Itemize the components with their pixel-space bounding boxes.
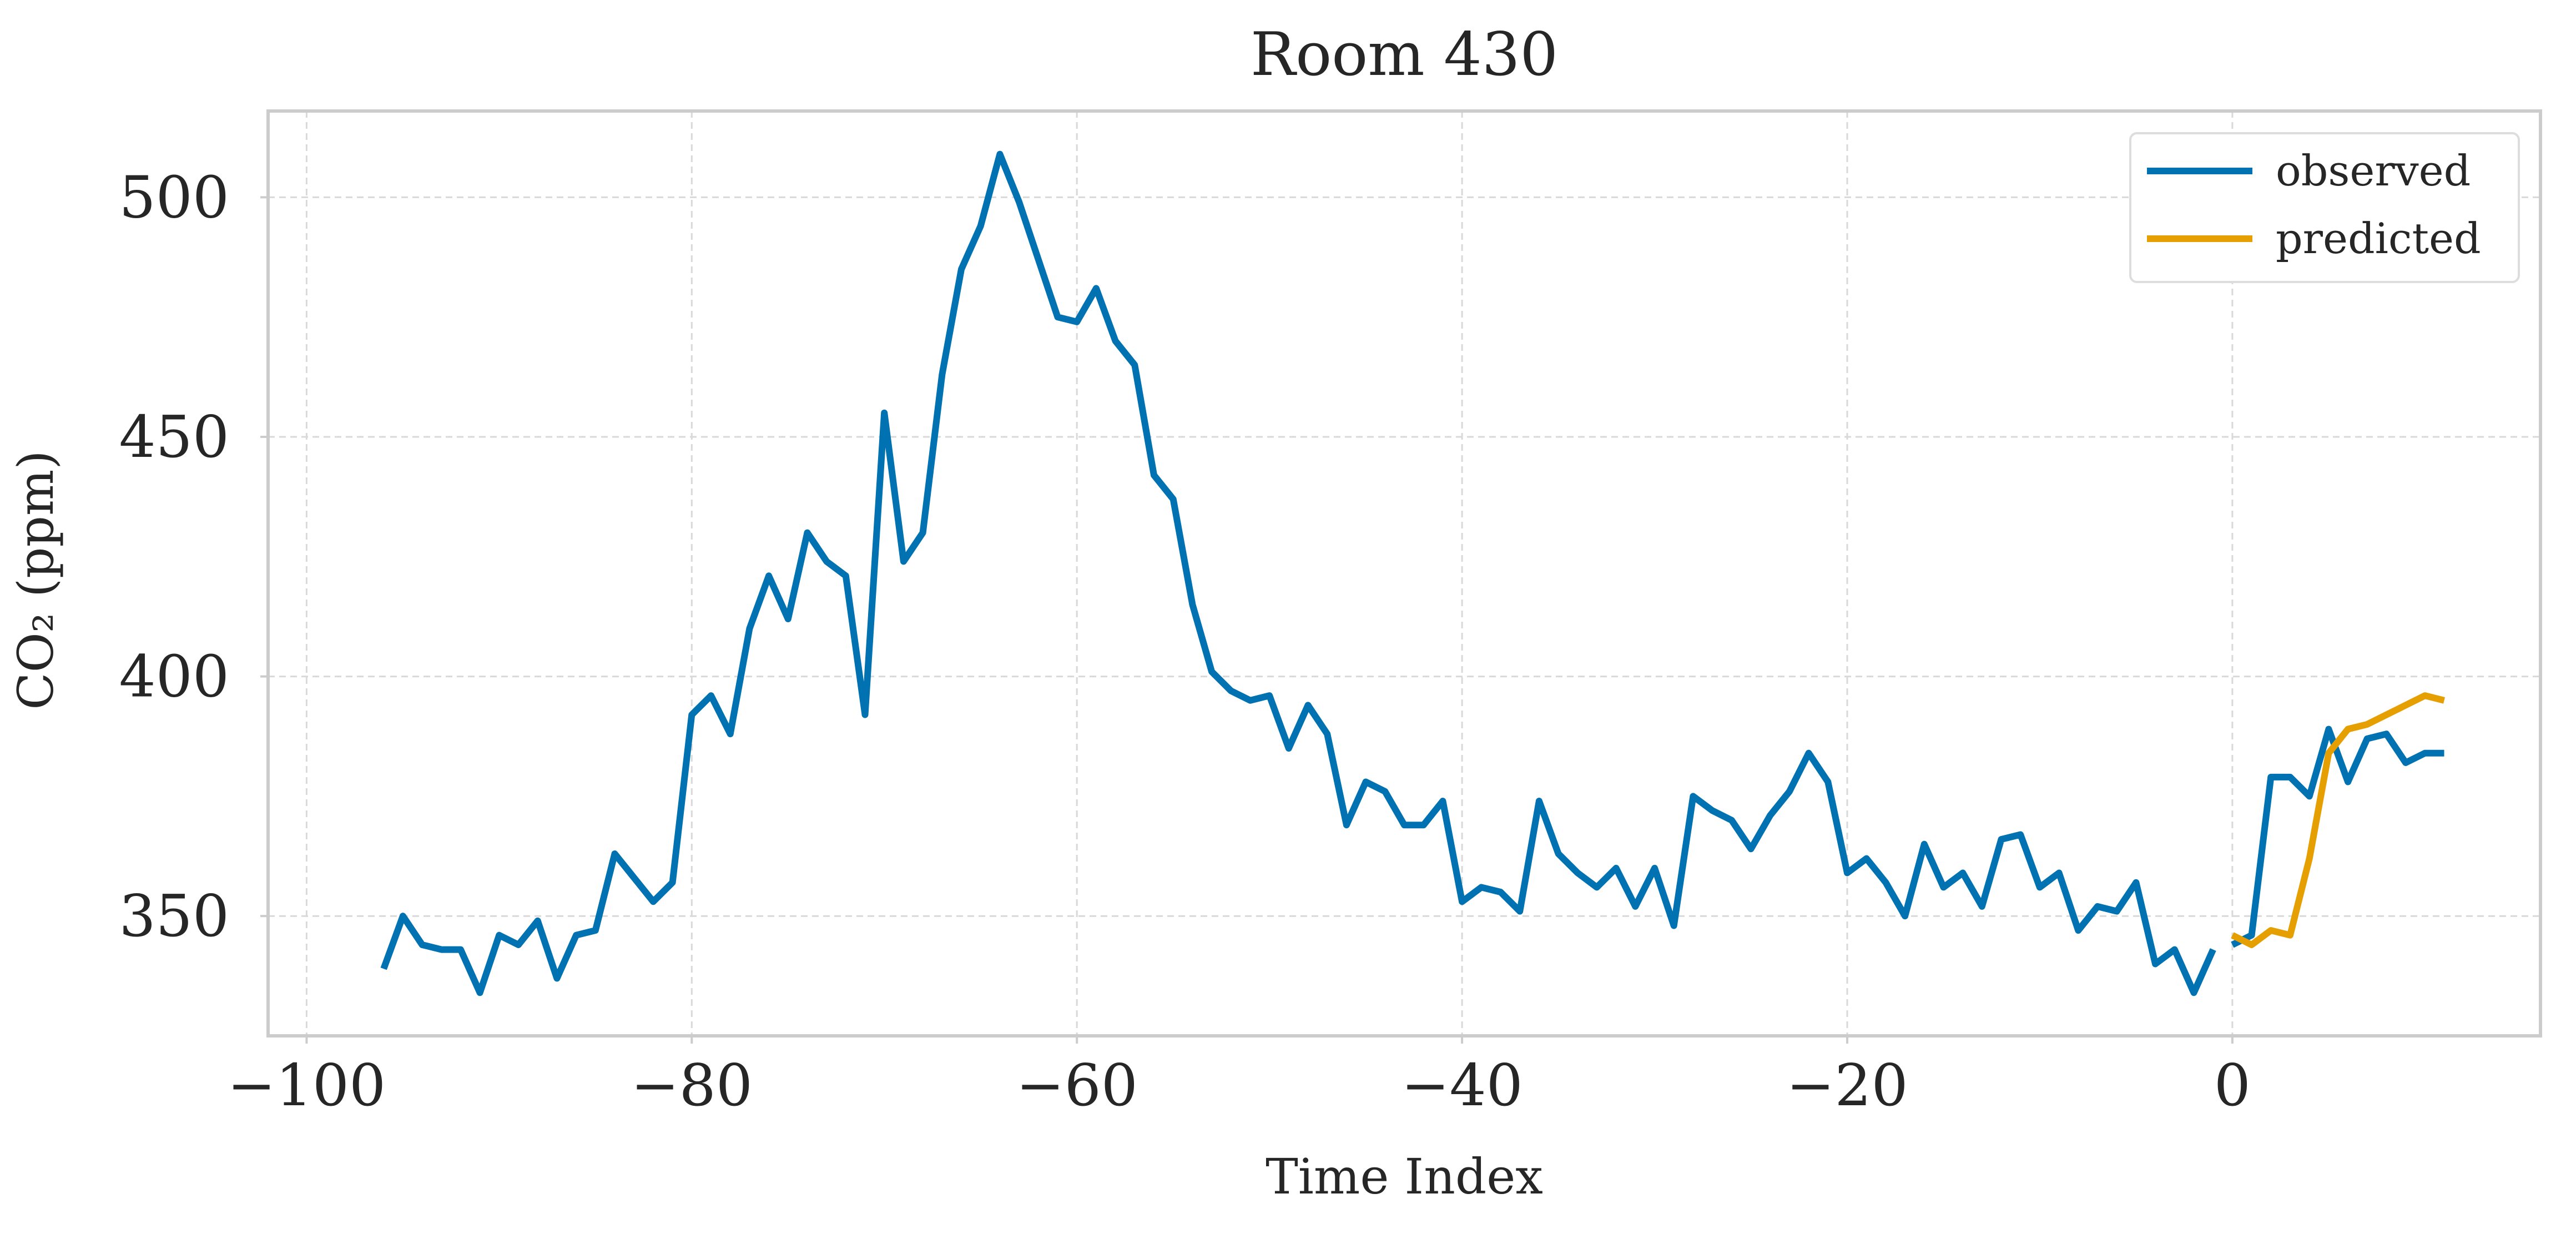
series-line-predicted <box>2231 692 2445 948</box>
x-tick-label: −100 <box>228 1051 386 1119</box>
x-axis-label: Time Index <box>1266 1148 1543 1205</box>
chart-title: Room 430 <box>1251 20 1558 89</box>
y-axis-label: CO₂ (ppm) <box>7 450 64 710</box>
y-tick-label: 500 <box>119 163 229 231</box>
y-tick-label: 450 <box>119 403 229 471</box>
x-tick-label: −60 <box>1016 1051 1137 1119</box>
legend-label-observed: observed <box>2276 146 2471 195</box>
x-tick-label: −20 <box>1786 1051 1908 1119</box>
x-tick-label: −40 <box>1401 1051 1523 1119</box>
x-tick-label: 0 <box>2214 1051 2251 1119</box>
y-tick-label: 350 <box>119 882 229 950</box>
plot-frame <box>266 109 2542 1037</box>
y-tick-label: 400 <box>119 643 229 711</box>
plot-lines <box>380 150 2445 996</box>
series-line-observed <box>2231 726 2444 948</box>
series-line-observed <box>380 150 2216 996</box>
grid-lines <box>268 111 2540 1036</box>
axis-ticks: −100 −80 −60 −40 −20 0 350 400 450 500 <box>119 163 2250 1119</box>
legend-label-predicted: predicted <box>2276 214 2481 263</box>
legend: observed predicted <box>2129 132 2520 283</box>
x-tick-label: −80 <box>631 1051 753 1119</box>
